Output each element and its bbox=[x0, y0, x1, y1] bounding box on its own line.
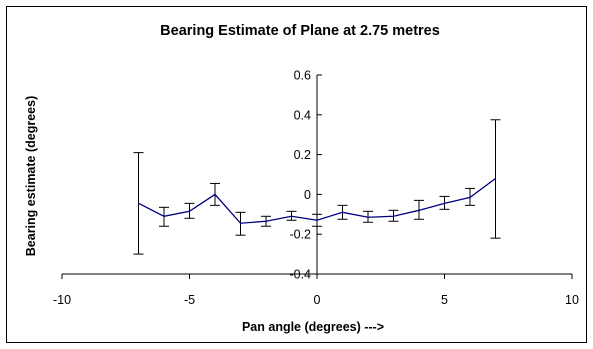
y-tick-label: 0.2 bbox=[294, 148, 311, 162]
data-point bbox=[469, 196, 471, 198]
y-axis-label: Bearing estimate (degrees) bbox=[24, 96, 38, 256]
x-ticks: -10 -5 0 5 10 bbox=[53, 274, 579, 307]
x-tick-label: 0 bbox=[314, 293, 321, 307]
data-point bbox=[316, 219, 318, 221]
data-point bbox=[239, 222, 242, 224]
y-tick-label: 0 bbox=[304, 188, 311, 202]
x-tick-label: -5 bbox=[184, 293, 195, 307]
data-point bbox=[392, 215, 395, 217]
data-point bbox=[443, 202, 446, 204]
y-tick-label: 0.6 bbox=[294, 69, 311, 83]
data-point bbox=[188, 210, 191, 212]
y-tick-label: 0.4 bbox=[294, 108, 311, 122]
data-point bbox=[341, 211, 344, 213]
data-point bbox=[290, 215, 293, 217]
data-point bbox=[367, 216, 369, 218]
chart-title: Bearing Estimate of Plane at 2.75 metres bbox=[160, 23, 440, 39]
data-point bbox=[265, 220, 267, 222]
data-point bbox=[494, 177, 497, 180]
x-tick-label: 10 bbox=[565, 293, 579, 307]
data-point bbox=[163, 215, 165, 217]
x-tick-label: -10 bbox=[53, 293, 71, 307]
x-tick-label: 5 bbox=[441, 293, 448, 307]
data-point bbox=[137, 202, 140, 204]
chart-border bbox=[6, 6, 587, 343]
series bbox=[137, 177, 497, 224]
data-point bbox=[214, 193, 216, 195]
y-ticks: -0.4 -0.2 0 0.2 0.4 0.6 bbox=[289, 69, 322, 282]
x-axis-label: Pan angle (degrees) ---> bbox=[242, 320, 384, 334]
y-tick-label: -0.2 bbox=[289, 228, 311, 242]
y-tick-label: -0.4 bbox=[289, 268, 311, 282]
data-point bbox=[418, 209, 420, 211]
